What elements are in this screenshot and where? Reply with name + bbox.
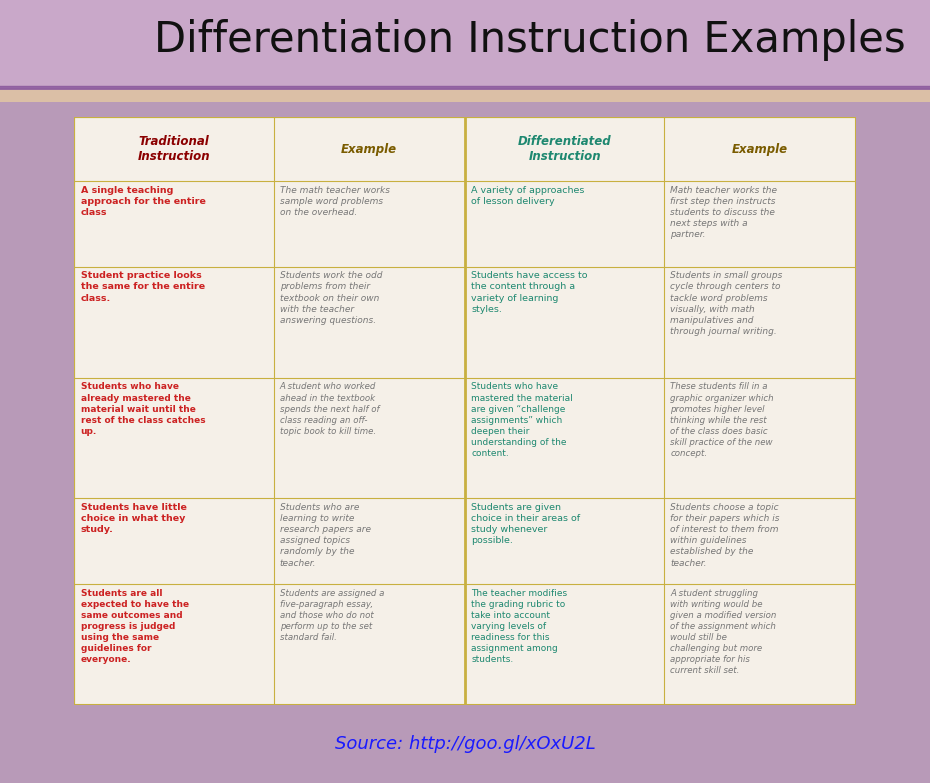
Text: Students who have
mastered the material
are given “challenge
assignments” which
: Students who have mastered the material … — [472, 382, 573, 458]
Text: Students have little
choice in what they
study.: Students have little choice in what they… — [81, 503, 187, 534]
Text: A single teaching
approach for the entire
class: A single teaching approach for the entir… — [81, 186, 206, 217]
Text: Example: Example — [341, 143, 397, 156]
Text: Students who have
already mastered the
material wait until the
rest of the class: Students who have already mastered the m… — [81, 382, 206, 436]
Text: Students are all
expected to have the
same outcomes and
progress is judged
using: Students are all expected to have the sa… — [81, 589, 189, 664]
Text: Math teacher works the
first step then instructs
students to discuss the
next st: Math teacher works the first step then i… — [671, 186, 777, 239]
Text: Example: Example — [732, 143, 788, 156]
Bar — [0, 88, 930, 102]
Text: Differentiated
Instruction: Differentiated Instruction — [518, 135, 611, 163]
Text: The teacher modifies
the grading rubric to
take into account
varying levels of
r: The teacher modifies the grading rubric … — [472, 589, 567, 664]
Text: Students in small groups
cycle through centers to
tackle word problems
visually,: Students in small groups cycle through c… — [671, 272, 783, 336]
Text: Students who are
learning to write
research papers are
assigned topics
randomly : Students who are learning to write resea… — [280, 503, 371, 568]
Text: Students work the odd
problems from their
textbook on their own
with the teacher: Students work the odd problems from thei… — [280, 272, 382, 325]
Text: Students are assigned a
five-paragraph essay,
and those who do not
perform up to: Students are assigned a five-paragraph e… — [280, 589, 384, 642]
Text: Students choose a topic
for their papers which is
of interest to them from
withi: Students choose a topic for their papers… — [671, 503, 780, 568]
Text: The math teacher works
sample word problems
on the overhead.: The math teacher works sample word probl… — [280, 186, 390, 217]
Text: Source: http://goo.gl/xOxU2L: Source: http://goo.gl/xOxU2L — [335, 735, 595, 752]
Text: Student practice looks
the same for the entire
class.: Student practice looks the same for the … — [81, 272, 205, 302]
Text: Traditional
Instruction: Traditional Instruction — [138, 135, 210, 163]
Text: Students have access to
the content through a
variety of learning
styles.: Students have access to the content thro… — [472, 272, 588, 314]
Text: A student who worked
ahead in the textbook
spends the next half of
class reading: A student who worked ahead in the textbo… — [280, 382, 379, 436]
Text: A variety of approaches
of lesson delivery: A variety of approaches of lesson delive… — [472, 186, 585, 206]
Text: Students are given
choice in their areas of
study whenever
possible.: Students are given choice in their areas… — [472, 503, 580, 546]
Text: A student struggling
with writing would be
given a modified version
of the assig: A student struggling with writing would … — [671, 589, 777, 676]
Text: These students fill in a
graphic organizer which
promotes higher level
thinking : These students fill in a graphic organiz… — [671, 382, 774, 458]
Text: Differentiation Instruction Examples: Differentiation Instruction Examples — [154, 19, 906, 61]
